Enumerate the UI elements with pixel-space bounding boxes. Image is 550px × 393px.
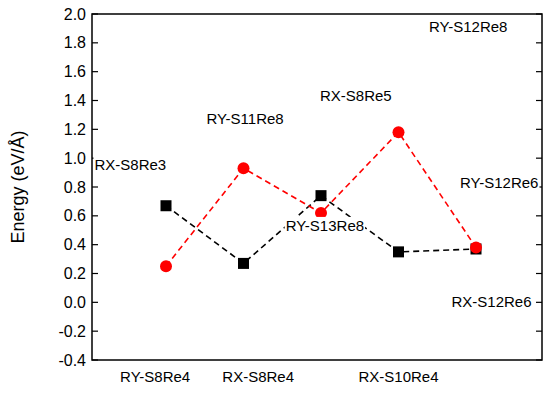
y-tick-label: 1.2	[64, 121, 86, 138]
y-tick-label: 0.6	[64, 207, 86, 224]
structure-label: RX-S8Re4	[222, 368, 294, 385]
marker	[316, 190, 327, 201]
marker	[393, 126, 405, 138]
y-tick-label: 0.8	[64, 179, 86, 196]
label-patch	[285, 217, 365, 234]
marker	[238, 162, 250, 174]
y-tick-right	[536, 71, 542, 72]
label-patch	[459, 174, 539, 191]
y-tick	[92, 273, 98, 274]
y-tick-right	[536, 331, 542, 332]
y-tick-label: 1.0	[64, 150, 86, 167]
structure-label: RX-S12Re6	[451, 293, 531, 310]
y-tick-right	[536, 100, 542, 101]
y-axis-title: Energy (eV/Å)	[8, 130, 28, 243]
y-tick-label: 2.0	[64, 6, 86, 23]
plot-area	[160, 126, 482, 272]
y-tick-right	[536, 129, 542, 130]
y-tick-right	[536, 244, 542, 245]
structure-label: RY-S8Re4	[120, 368, 190, 385]
marker	[470, 242, 482, 254]
y-tick	[92, 331, 98, 332]
y-tick	[92, 129, 98, 130]
y-tick	[92, 244, 98, 245]
label-patch	[93, 156, 167, 173]
y-tick	[92, 359, 98, 360]
y-tick	[92, 302, 98, 303]
y-tick-right	[536, 42, 542, 43]
y-tick-label: -0.4	[58, 352, 86, 369]
y-tick-label: 0.4	[64, 236, 86, 253]
plot-frame	[92, 14, 542, 360]
chart: -0.4 -0.2 0.0 0.2 0.4 0.6 0.8 1.0 1.2 1.4 1.6 1.8 2.…	[0, 0, 550, 393]
label-patch	[450, 293, 532, 310]
y-tick-right	[536, 273, 542, 274]
label-patch	[357, 368, 439, 385]
structure-label: RY-S12Re6	[460, 174, 538, 191]
structure-label: RY-S12Re8	[429, 18, 507, 35]
series-line	[166, 132, 476, 266]
series-line	[166, 196, 476, 264]
label-patch	[319, 87, 393, 104]
y-tick-right	[536, 359, 542, 360]
annotations: RX-S8Re3 RY-S11Re8 RX-S8Re5 RY-S12Re8 RY-S12…	[93, 18, 539, 385]
marker	[238, 258, 249, 269]
y-tick-label: 1.8	[64, 34, 86, 51]
marker	[393, 246, 404, 257]
y-tick	[92, 42, 98, 43]
y-tick	[92, 215, 98, 216]
y-tick	[92, 71, 98, 72]
y-tick-right	[536, 215, 542, 216]
structure-label: RX-S8Re5	[320, 87, 392, 104]
label-patch	[119, 368, 191, 385]
marker	[161, 200, 172, 211]
label-patch	[221, 368, 295, 385]
y-tick	[92, 13, 98, 14]
y-tick-label: -0.2	[58, 323, 86, 340]
label-patch	[428, 18, 508, 35]
structure-label: RX-S8Re3	[94, 156, 166, 173]
y-tick-label: 1.6	[64, 63, 86, 80]
y-tick-right	[536, 13, 542, 14]
y-tick-label: 0.0	[64, 294, 86, 311]
y-tick	[92, 186, 98, 187]
label-patch	[205, 110, 284, 127]
y-tick-right	[536, 158, 542, 159]
structure-label: RX-S10Re4	[358, 368, 438, 385]
y-tick	[92, 100, 98, 101]
y-tick-right	[536, 302, 542, 303]
structure-label: RY-S13Re8	[286, 217, 364, 234]
y-tick-label: 1.4	[64, 92, 86, 109]
y-tick-label: 0.2	[64, 265, 86, 282]
structure-label: RY-S11Re8	[206, 110, 283, 127]
marker	[160, 260, 172, 272]
